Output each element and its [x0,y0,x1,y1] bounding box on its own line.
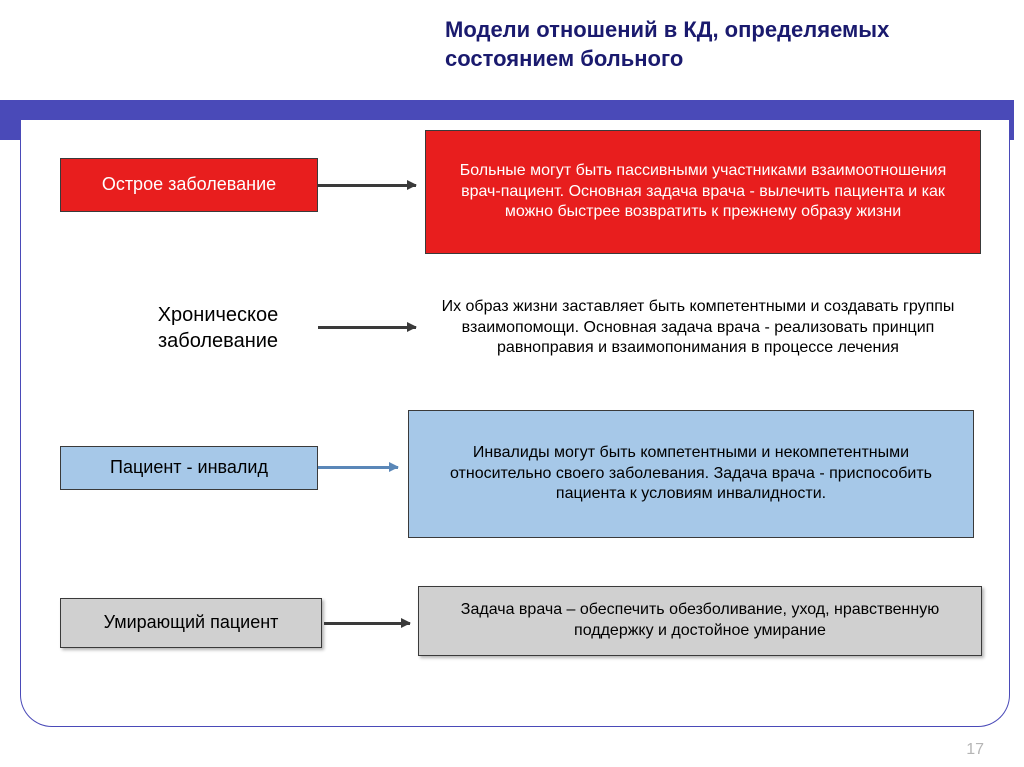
row-label-chronic: Хроническое заболевание [118,298,318,358]
row-desc-chronic: Их образ жизни заставляет быть компетент… [428,272,968,384]
row-desc-disabled: Инвалиды могут быть компетентными и неко… [408,410,974,538]
row-label-acute: Острое заболевание [60,158,318,212]
row-desc-acute: Больные могут быть пассивными участникам… [425,130,981,254]
arrow-icon [318,184,416,187]
arrow-icon [318,326,416,329]
row-label-dying: Умирающий пациент [60,598,322,648]
row-desc-dying: Задача врача – обеспечить обезболивание,… [418,586,982,656]
arrow-icon [324,622,410,625]
row-label-disabled: Пациент - инвалид [60,446,318,490]
arrow-icon [318,466,398,469]
page-number: 17 [966,741,984,759]
slide-title: Модели отношений в КД, определяемых сост… [445,16,1024,73]
